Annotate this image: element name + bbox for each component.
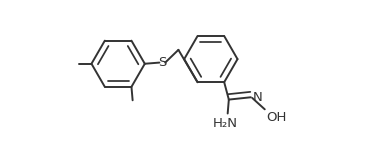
Text: H₂N: H₂N [213, 117, 238, 130]
Text: N: N [252, 91, 262, 104]
Text: OH: OH [267, 111, 287, 124]
Text: S: S [158, 56, 166, 69]
